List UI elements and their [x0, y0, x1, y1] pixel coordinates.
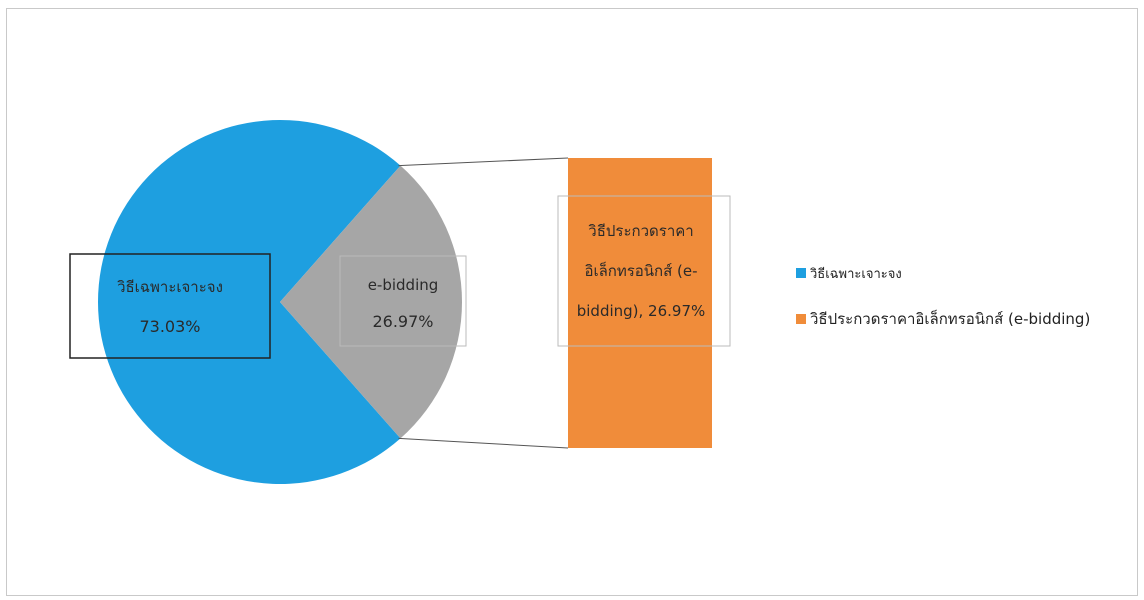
chart-frame: [6, 8, 1138, 596]
data-label-e-bidding-name: e-bidding: [368, 276, 439, 294]
pie-slice-specific-method: [97, 119, 401, 484]
data-label-specific-method-name: วิธีเฉพาะเจาะจง: [117, 278, 223, 296]
bar-label-line-1: วิธีประกวดราคา: [588, 222, 694, 240]
legend-label-e-bidding: วิธีประกวดราคาอิเล็กทรอนิกส์ (e-bidding): [810, 310, 1091, 328]
legend-item-specific-method: วิธีเฉพาะเจาะจง: [796, 262, 1090, 284]
legend-swatch-specific-method: [796, 268, 806, 278]
data-label-specific-method-value: 73.03%: [139, 317, 200, 336]
data-label-box-specific-method: [69, 253, 271, 359]
bar-label-line-3: bidding), 26.97%: [577, 302, 706, 320]
bar-label-line-2: อิเล็กทรอนิกส์ (e-: [584, 261, 697, 280]
data-label-box-e-bidding: [339, 255, 467, 347]
data-label-box-bar: [557, 195, 731, 347]
legend: วิธีเฉพาะเจาะจง วิธีประกวดราคาอิเล็กทรอน…: [796, 262, 1090, 354]
bar-of-pie-bar: [568, 158, 712, 448]
pie-slice-e-bidding: [280, 165, 462, 439]
data-label-e-bidding-value: 26.97%: [372, 312, 433, 331]
connector-line-bottom: [398, 437, 569, 449]
legend-swatch-e-bidding: [796, 314, 806, 324]
connector-line-top: [398, 157, 569, 167]
legend-label-specific-method: วิธีเฉพาะเจาะจง: [810, 266, 902, 282]
legend-item-e-bidding: วิธีประกวดราคาอิเล็กทรอนิกส์ (e-bidding): [796, 308, 1090, 330]
pie: [97, 119, 462, 484]
